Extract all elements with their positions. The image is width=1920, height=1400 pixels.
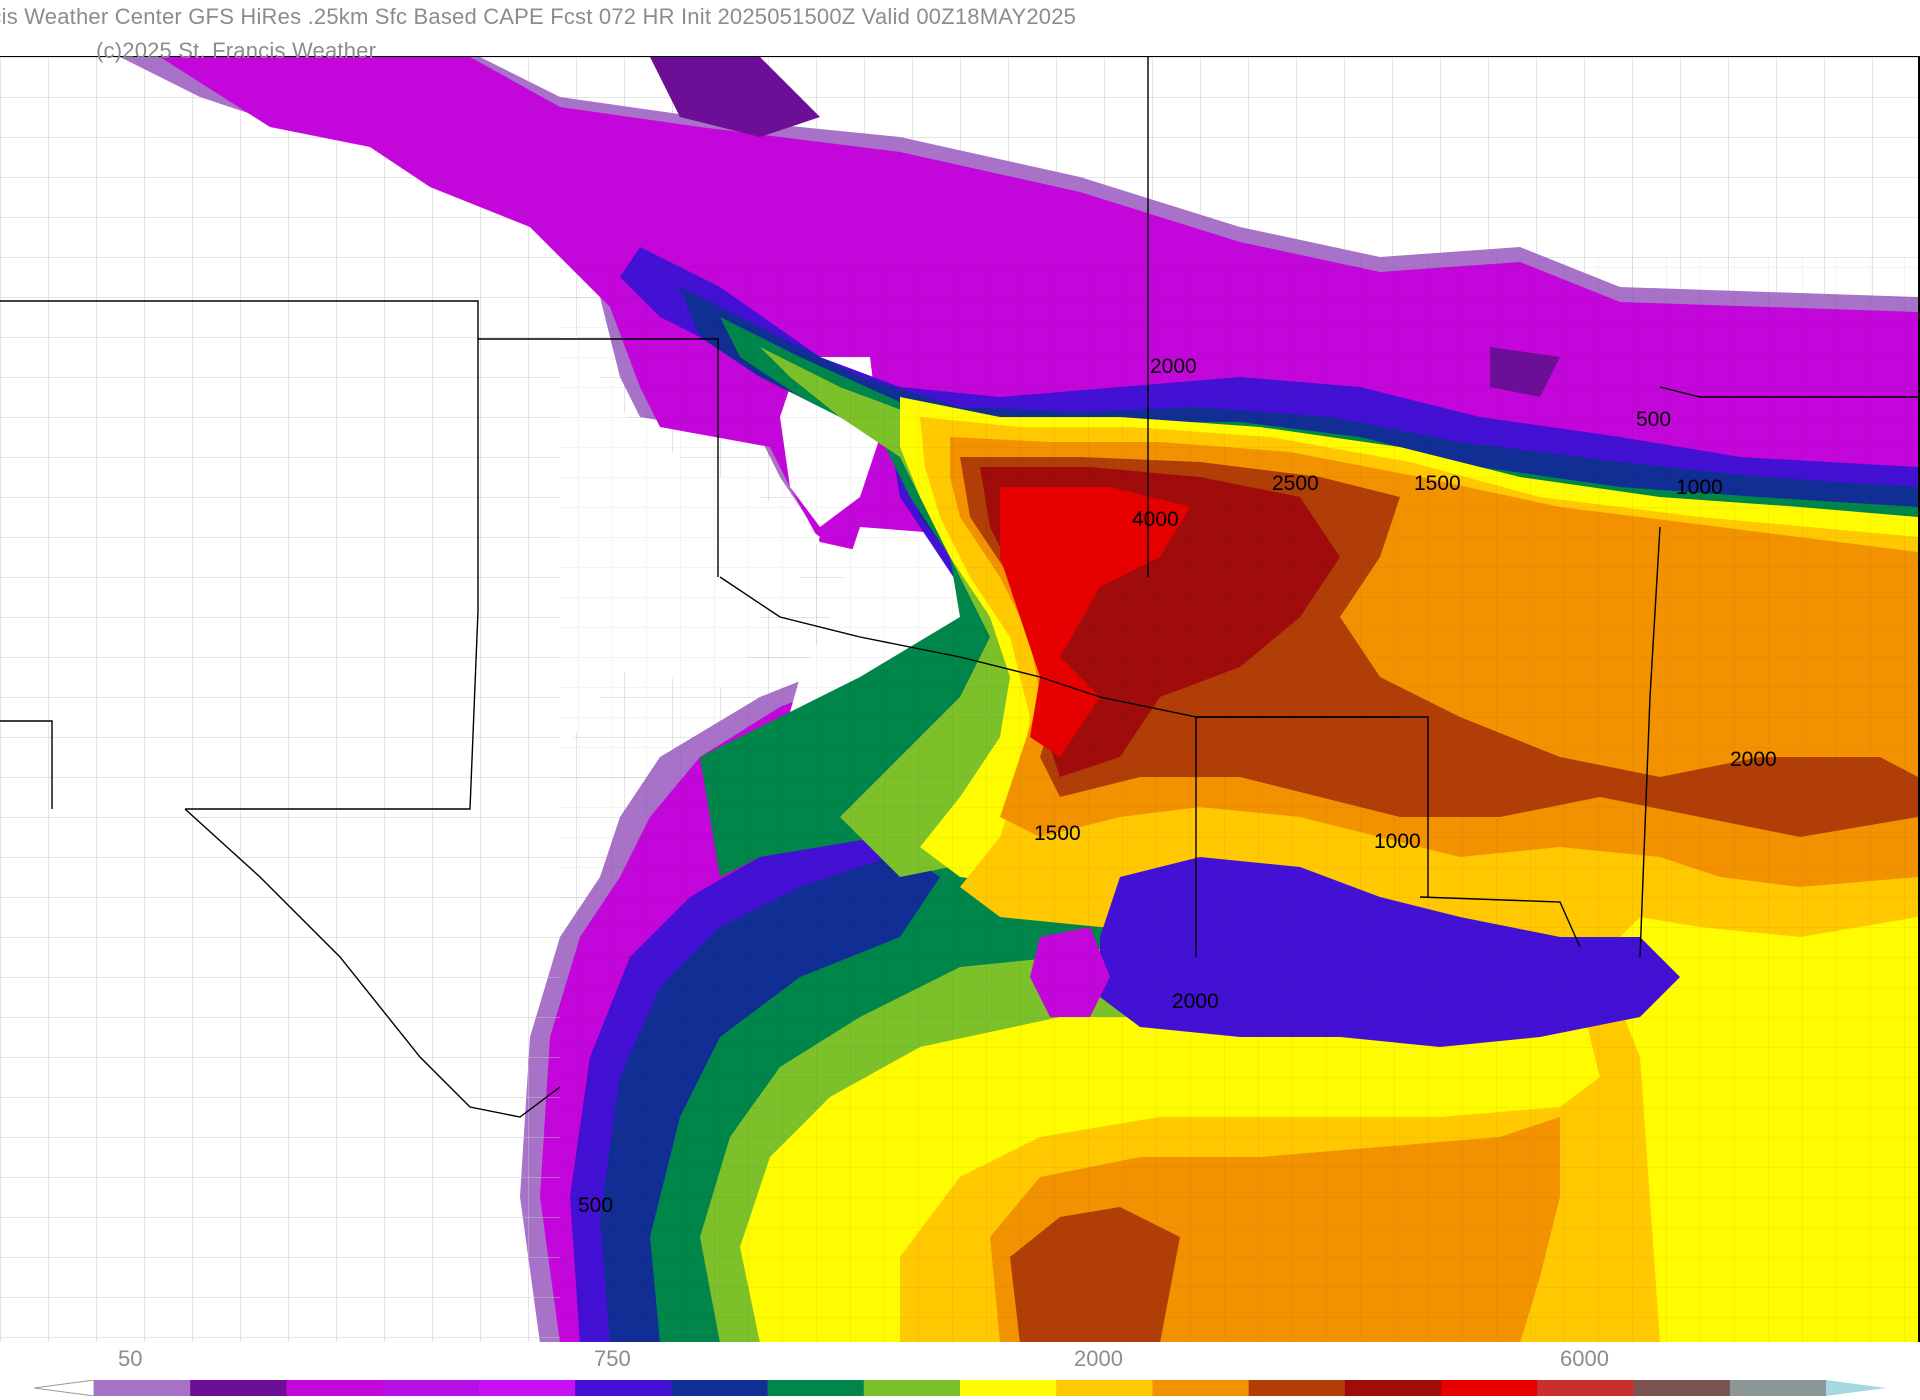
colorbar-swatch [1633,1380,1731,1396]
colorbar-swatch [863,1380,961,1396]
colorbar-swatch [478,1380,576,1396]
colorbar-tick-label: 750 [594,1346,631,1371]
colorbar-swatch [1344,1380,1442,1396]
colorbar-swatch [94,1380,191,1396]
colorbar-swatch [1441,1380,1538,1396]
colorbar-tick-label: 6000 [1560,1346,1609,1371]
colorbar-swatch [671,1380,769,1396]
contour-label: 500 [578,1194,614,1217]
colorbar-strip [34,1380,1886,1396]
colorbar-swatch [1729,1380,1827,1396]
contour-label: 1500 [1414,472,1461,495]
map-copyright: (c)2025 St. Francis Weather [96,38,377,63]
cape-field-dark-violet-patch [650,57,820,137]
contour-label: 4000 [1132,508,1179,531]
colorbar-tick-label: 2000 [1074,1346,1123,1371]
colorbar-swatch [575,1380,672,1396]
contour-label: 2000 [1730,748,1777,771]
map-panel[interactable] [0,56,1920,1345]
colorbar-swatch [1056,1380,1153,1396]
colorbar-tick-label: 50 [118,1346,143,1371]
colorbar-swatch [1152,1380,1250,1396]
contour-label: 1000 [1374,830,1421,853]
colorbar-swatch [960,1380,1057,1396]
contour-label: 1500 [1034,822,1081,845]
colorbar-swatch [767,1380,865,1396]
contour-label: 2000 [1150,355,1197,378]
contour-label: 500 [1636,408,1672,431]
contour-label: 2000 [1172,990,1219,1013]
map-title: ncis Weather Center GFS HiRes .25km Sfc … [0,4,1077,29]
colorbar-swatch [1248,1380,1346,1396]
county-grid-overlay [560,257,1918,1343]
county-grid-west [0,307,560,1343]
contour-label: 2500 [1272,472,1319,495]
colorbar-swatch [190,1380,287,1396]
colorbar-swatch [286,1380,384,1396]
colorbar-max-arrow [1826,1380,1886,1396]
colorbar-min-arrow [34,1380,95,1396]
colorbar-swatch [1537,1380,1635,1396]
cape-map [0,57,1918,1343]
colorbar-swatch [382,1380,480,1396]
contour-label: 1000 [1676,476,1723,499]
